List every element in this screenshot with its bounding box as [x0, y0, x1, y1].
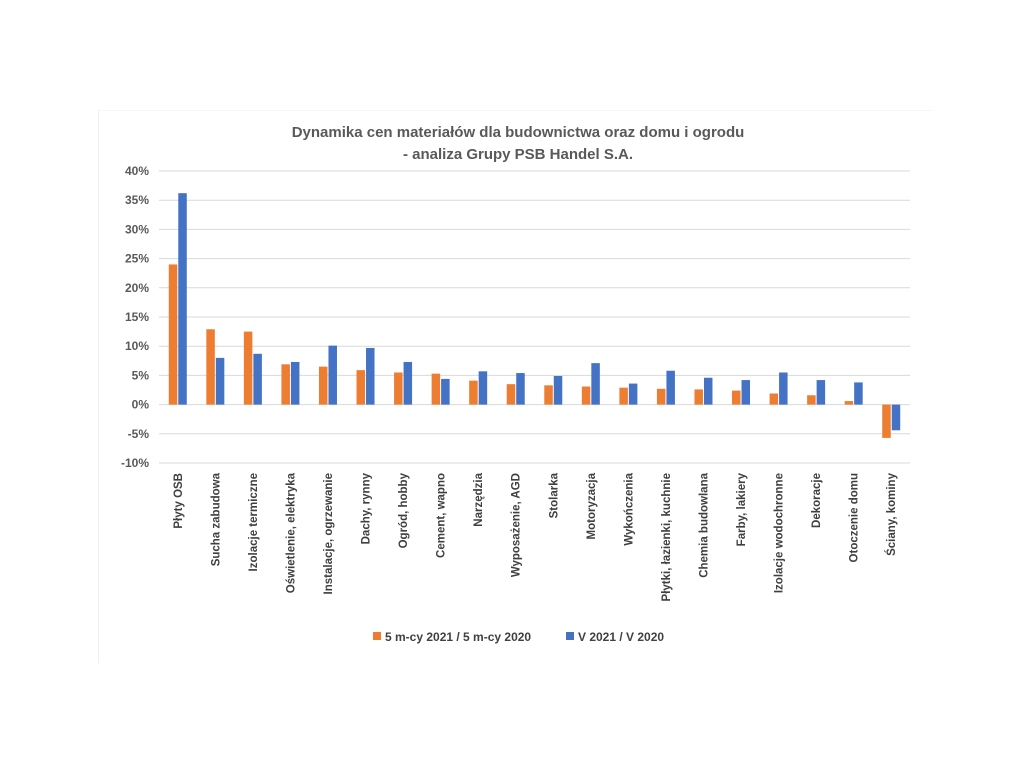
- x-category-label: Instalacje, ogrzewanie: [323, 473, 335, 594]
- x-category-label: Płytki, łazienki, kuchnie: [661, 473, 673, 601]
- chart-title-line-2: - analiza Grupy PSB Handel S.A.: [403, 146, 633, 163]
- bar-series-1: [656, 388, 666, 405]
- chart-title-line-1: Dynamika cen materiałów dla budownictwa …: [292, 124, 745, 141]
- x-category-label: Chemia budowlana: [698, 472, 710, 577]
- y-tick-label: 35%: [125, 193, 149, 207]
- x-category-label: Farby, lakiery: [736, 472, 748, 546]
- bar-series-1: [168, 264, 178, 405]
- bar-series-2: [516, 373, 525, 405]
- bar-series-2: [290, 361, 300, 405]
- bar-series-2: [854, 382, 863, 405]
- x-category-label: Cement, wapno: [436, 473, 448, 558]
- legend-label: 5 m-cy 2021 / 5 m-cy 2020: [385, 630, 531, 644]
- bar-series-1: [732, 390, 741, 405]
- bar-series-1: [318, 366, 328, 405]
- x-category-label: Otoczenie domu: [849, 473, 861, 562]
- bar-series-1: [694, 389, 703, 405]
- x-category-label: Ogród, hobby: [398, 472, 410, 548]
- bar-series-2: [178, 193, 187, 405]
- x-category-label: Motoryzacja: [586, 472, 598, 539]
- legend-swatch: [566, 632, 574, 640]
- x-category-label: Wyposażenie, AGD: [511, 473, 523, 577]
- bar-series-2: [703, 377, 713, 405]
- bar-series-1: [431, 373, 441, 405]
- bar-series-2: [478, 371, 488, 405]
- x-category-label: Wykończenia: [623, 472, 635, 545]
- bar-chart: Dynamika cen materiałów dla budownictwa …: [121, 124, 910, 644]
- y-tick-label: 15%: [125, 310, 149, 324]
- y-tick-label: 10%: [125, 339, 149, 353]
- y-tick-label: 0%: [132, 398, 150, 412]
- bar-series-1: [619, 387, 628, 405]
- bar-series-2: [816, 380, 826, 405]
- bar-series-1: [506, 384, 516, 405]
- bar-series-2: [403, 361, 413, 405]
- bar-series-1: [281, 364, 290, 405]
- bar-series-1: [581, 386, 591, 405]
- bar-series-2: [891, 404, 901, 431]
- y-tick-label: -10%: [121, 456, 149, 470]
- y-tick-label: 25%: [125, 252, 149, 266]
- bar-series-1: [807, 395, 816, 405]
- bar-series-2: [666, 370, 675, 405]
- bar-series-2: [253, 353, 262, 405]
- legend: 5 m-cy 2021 / 5 m-cy 2020 V 2021 / V 2020: [373, 630, 664, 644]
- legend-swatch: [373, 632, 381, 640]
- bar-series-2: [741, 380, 751, 405]
- x-category-label: Izolacje termiczne: [248, 473, 260, 571]
- y-axis-tick-labels: 40% 35% 30% 25% 20% 15% 10% 5% 0% -5% -10%: [121, 164, 149, 470]
- x-category-label: Dachy, rynny: [361, 472, 373, 544]
- bar-series-2: [779, 372, 788, 405]
- x-category-label: Ściany, kominy: [885, 472, 898, 555]
- bar-series-1: [394, 372, 403, 405]
- x-category-label: Płyty OSB: [173, 473, 185, 529]
- bar-series-1: [769, 393, 779, 405]
- x-category-label: Narzędzia: [473, 472, 485, 526]
- bar-series-1: [882, 404, 891, 438]
- bar-series-2: [366, 347, 375, 405]
- y-tick-label: 5%: [132, 368, 150, 382]
- gridlines: [159, 170, 910, 464]
- x-category-label: Oświetlenie, elektryka: [285, 472, 297, 593]
- bar-series-1: [469, 380, 478, 405]
- x-axis-category-labels: Płyty OSB Sucha zabudowa Izolacje termiczn…: [173, 472, 898, 601]
- bar-series-2: [215, 357, 225, 405]
- bar-series-1: [544, 385, 553, 405]
- bar-series-2: [591, 363, 600, 405]
- y-tick-label: 40%: [125, 164, 149, 178]
- legend-label: V 2021 / V 2020: [578, 630, 664, 644]
- x-category-label: Dekoracje: [811, 473, 823, 528]
- bar-series-1: [206, 329, 215, 405]
- x-category-label: Stolarka: [548, 472, 560, 518]
- bar-series-1: [356, 370, 366, 405]
- x-category-label: Izolacje wodochronne: [774, 473, 786, 593]
- chart-frame: Dynamika cen materiałów dla budownictwa …: [98, 110, 933, 663]
- bars: [168, 193, 901, 438]
- x-category-label: Sucha zabudowa: [210, 472, 222, 566]
- bar-series-1: [844, 401, 854, 405]
- bar-series-1: [243, 331, 253, 405]
- y-tick-label: 30%: [125, 222, 149, 236]
- bar-series-2: [328, 345, 337, 405]
- bar-series-2: [441, 378, 450, 405]
- bar-series-2: [628, 383, 638, 405]
- y-tick-label: 20%: [125, 281, 149, 295]
- y-tick-label: -5%: [128, 427, 150, 441]
- bar-series-2: [553, 375, 563, 405]
